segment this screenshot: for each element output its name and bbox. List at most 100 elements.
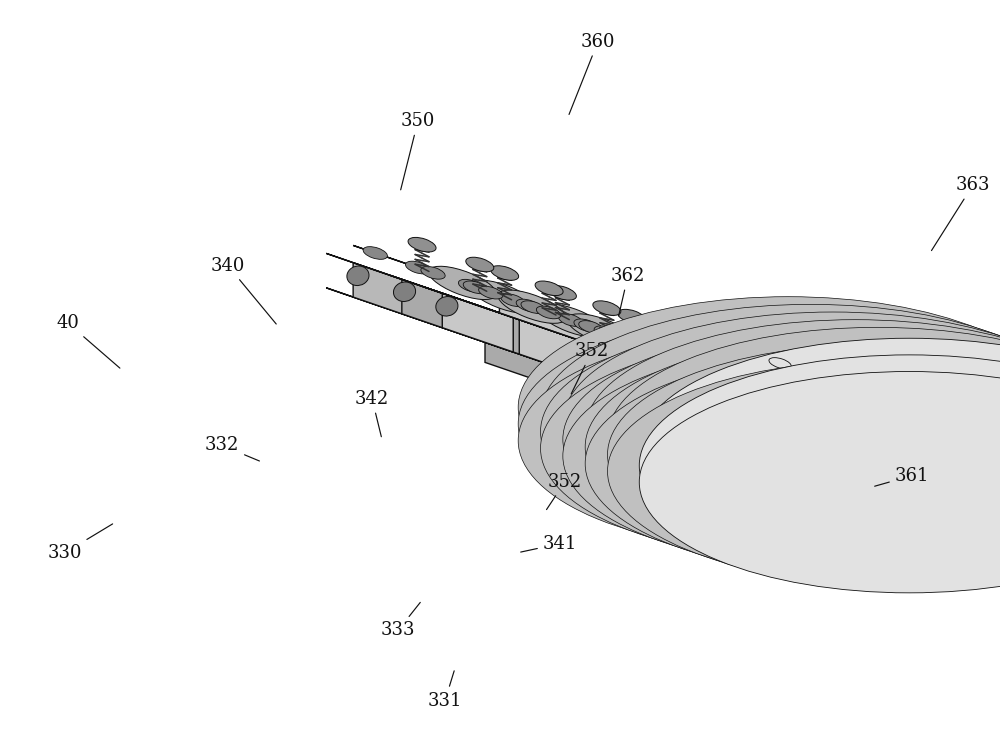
Ellipse shape [469,280,537,313]
Polygon shape [353,245,658,350]
Ellipse shape [541,321,1000,542]
Ellipse shape [639,338,1000,559]
Ellipse shape [769,376,791,387]
Ellipse shape [405,261,430,274]
Polygon shape [494,311,513,352]
Ellipse shape [563,328,1000,550]
Polygon shape [690,378,702,417]
Ellipse shape [585,336,1000,558]
Ellipse shape [538,304,606,337]
Polygon shape [353,263,512,352]
Polygon shape [769,396,792,421]
Polygon shape [653,349,812,421]
Polygon shape [859,439,882,463]
Text: 330: 330 [48,524,113,562]
Polygon shape [841,402,864,427]
Polygon shape [812,403,908,488]
Polygon shape [484,308,785,445]
Ellipse shape [618,310,646,324]
Ellipse shape [541,337,1000,559]
Ellipse shape [563,312,1000,533]
Polygon shape [773,407,785,445]
Polygon shape [805,427,828,451]
Ellipse shape [579,321,603,333]
Polygon shape [877,396,900,420]
Ellipse shape [363,247,387,259]
Ellipse shape [674,353,698,366]
Ellipse shape [769,395,791,406]
Polygon shape [653,349,908,436]
Polygon shape [769,415,792,439]
Ellipse shape [877,395,899,406]
Ellipse shape [501,294,525,307]
Text: 340: 340 [211,257,276,324]
Polygon shape [805,390,828,414]
Ellipse shape [535,281,563,295]
Ellipse shape [616,334,641,347]
Polygon shape [769,378,792,402]
Ellipse shape [436,297,458,316]
Polygon shape [823,390,846,413]
Ellipse shape [498,290,566,323]
Ellipse shape [608,328,1000,549]
Text: 350: 350 [401,112,435,190]
Ellipse shape [823,387,845,399]
Ellipse shape [550,341,1000,562]
Polygon shape [423,287,513,318]
Polygon shape [442,293,513,352]
Ellipse shape [677,351,744,385]
Text: 40: 40 [57,314,120,368]
Ellipse shape [805,407,827,418]
Polygon shape [725,390,744,431]
Polygon shape [823,371,846,394]
Ellipse shape [567,314,635,347]
Ellipse shape [632,339,656,352]
Polygon shape [877,433,900,458]
Ellipse shape [518,313,1000,535]
Ellipse shape [572,316,1000,537]
Ellipse shape [689,359,714,371]
Ellipse shape [593,300,621,316]
Polygon shape [499,296,658,368]
Ellipse shape [841,401,863,412]
Polygon shape [485,308,512,352]
Ellipse shape [639,371,1000,593]
Ellipse shape [687,358,711,370]
Ellipse shape [748,378,776,393]
Ellipse shape [541,304,1000,525]
Polygon shape [654,366,744,397]
Ellipse shape [608,344,1000,565]
Ellipse shape [636,341,661,353]
Text: 341: 341 [521,535,577,553]
Polygon shape [823,408,846,432]
Ellipse shape [841,420,863,431]
Ellipse shape [617,347,1000,569]
Polygon shape [648,364,667,405]
Polygon shape [841,384,864,408]
Text: 333: 333 [381,602,420,639]
Polygon shape [750,433,908,507]
Polygon shape [485,342,908,507]
Ellipse shape [548,285,576,300]
Ellipse shape [585,353,1000,575]
Polygon shape [787,377,810,401]
Ellipse shape [516,299,540,312]
Ellipse shape [617,364,1000,585]
Text: 331: 331 [428,671,462,710]
Polygon shape [805,371,828,396]
Ellipse shape [739,376,764,389]
Ellipse shape [595,340,1000,561]
Ellipse shape [733,349,761,364]
Ellipse shape [675,329,703,344]
Ellipse shape [563,345,1000,566]
Polygon shape [841,440,864,464]
Polygon shape [512,300,658,368]
Polygon shape [723,407,771,424]
Polygon shape [750,381,908,488]
Ellipse shape [782,390,806,403]
Polygon shape [787,396,810,419]
Polygon shape [841,421,864,445]
Ellipse shape [518,297,1000,518]
Polygon shape [750,416,771,440]
Text: 361: 361 [875,467,929,486]
